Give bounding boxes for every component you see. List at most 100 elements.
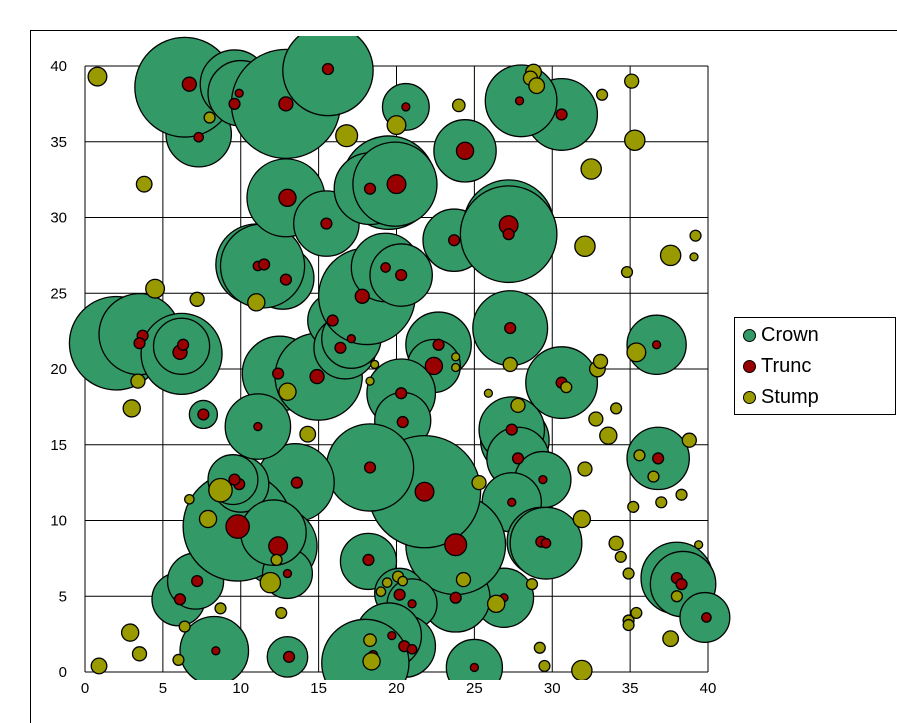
stump-point: [655, 496, 668, 509]
x-tick-label: 0: [81, 680, 89, 697]
trunc-point: [652, 452, 665, 465]
trunc-point: [507, 497, 517, 507]
trunc-point: [444, 533, 468, 557]
x-tick-label: 30: [544, 680, 561, 697]
stump-point: [610, 402, 623, 415]
trunc-point: [346, 334, 356, 344]
trunc-point: [396, 415, 409, 429]
plot-marks: [68, 36, 731, 680]
stump-point: [622, 567, 635, 580]
x-tick-label: 35: [622, 680, 639, 697]
trunc-point: [455, 141, 475, 161]
stump-point: [608, 535, 624, 551]
stump-point: [577, 461, 593, 477]
stump-point: [247, 293, 266, 312]
trunc-point: [387, 630, 397, 641]
trunc-point: [514, 96, 525, 106]
trunc-point: [424, 356, 444, 376]
stump-point: [130, 373, 146, 389]
stump-point: [560, 381, 573, 394]
stump-point: [624, 73, 640, 89]
stump-point: [198, 509, 218, 529]
trunc-point: [258, 258, 271, 271]
trunc-point: [380, 262, 391, 273]
crown-point: [282, 36, 374, 117]
trunc-point: [448, 234, 461, 247]
trunc-point: [290, 476, 303, 489]
y-tick-label: 15: [50, 437, 67, 454]
stump-point: [620, 265, 634, 279]
trunc-point: [133, 337, 146, 350]
trunc-point: [395, 387, 408, 400]
stump-point: [630, 606, 643, 620]
stump-point: [259, 571, 282, 594]
stump-point: [451, 98, 466, 113]
trunc-point: [555, 108, 568, 121]
stump-point: [675, 488, 688, 501]
trunc-point: [234, 88, 244, 98]
legend-swatch-stump: [743, 390, 756, 404]
trunc-point: [320, 217, 333, 230]
stump-point: [299, 425, 317, 443]
stump-point: [451, 352, 461, 362]
trunc-point: [511, 452, 525, 465]
crown-point: [445, 638, 504, 680]
stump-point: [510, 397, 526, 414]
trunc-point: [386, 174, 407, 195]
trunc-point: [449, 591, 462, 604]
trunc-point: [173, 593, 187, 606]
trunc-point: [362, 553, 375, 566]
trunc-point: [540, 537, 552, 549]
x-tick-label: 25: [466, 680, 483, 697]
stump-point: [571, 659, 593, 680]
trunc-point: [502, 228, 515, 241]
stump-point: [681, 432, 697, 448]
stump-point: [189, 291, 205, 307]
trunc-point: [197, 408, 210, 421]
trunc-point: [272, 367, 285, 380]
stump-point: [397, 575, 409, 587]
stump-point: [525, 578, 539, 591]
stump-point: [172, 653, 185, 666]
legend-item-crown: Crown: [743, 323, 819, 347]
stump-point: [486, 594, 506, 614]
trunc-point: [505, 423, 518, 436]
trunc-point: [228, 97, 241, 110]
y-tick-label: 30: [50, 210, 67, 227]
stump-point: [120, 623, 140, 642]
stump-point: [365, 376, 375, 386]
stump-point: [647, 470, 660, 483]
legend-swatch-crown: [743, 328, 756, 342]
trunc-point: [326, 314, 339, 327]
x-tick-label: 40: [700, 680, 717, 697]
stump-point: [87, 66, 108, 87]
trunc-point: [407, 599, 417, 609]
trunc-point: [193, 131, 205, 143]
trunc-point: [321, 62, 335, 76]
legend-label-stump: Stump: [761, 385, 819, 408]
stump-point: [386, 115, 407, 136]
stump-point: [626, 342, 647, 363]
trunc-point: [393, 588, 406, 601]
stump-point: [538, 659, 551, 673]
trunc-point: [177, 338, 190, 351]
stump-point: [203, 111, 216, 124]
stump-point: [533, 641, 546, 654]
trunc-point: [309, 368, 325, 385]
stump-point: [131, 646, 148, 662]
trunc-point: [395, 268, 408, 282]
stump-point: [574, 235, 596, 258]
stump-point: [659, 244, 682, 267]
stump-point: [595, 88, 609, 101]
stump-point: [483, 388, 494, 398]
stump-point: [270, 553, 283, 566]
stump-point: [278, 382, 297, 401]
stump-point: [208, 477, 233, 503]
trunc-point: [278, 96, 294, 112]
trunc-point: [191, 574, 204, 588]
trunc-point: [432, 338, 445, 351]
stump-point: [275, 606, 288, 620]
trunc-point: [651, 340, 662, 350]
trunc-point: [282, 568, 293, 579]
